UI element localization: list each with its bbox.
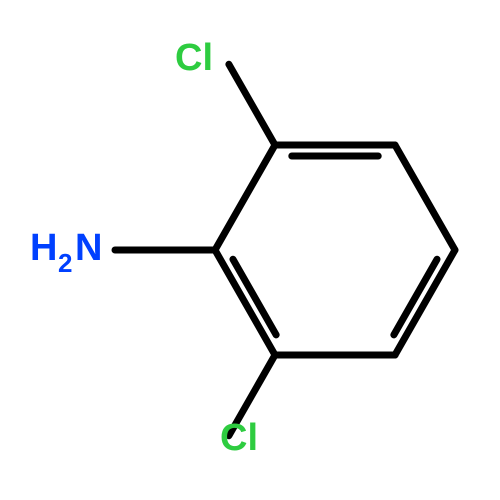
svg-text:Cl: Cl	[175, 37, 213, 79]
svg-text:H: H	[30, 227, 57, 269]
molecule-diagram: Cl Cl H2N	[0, 0, 500, 500]
svg-text:Cl: Cl	[220, 417, 258, 459]
svg-text:2: 2	[58, 248, 72, 278]
svg-text:N: N	[75, 227, 102, 269]
